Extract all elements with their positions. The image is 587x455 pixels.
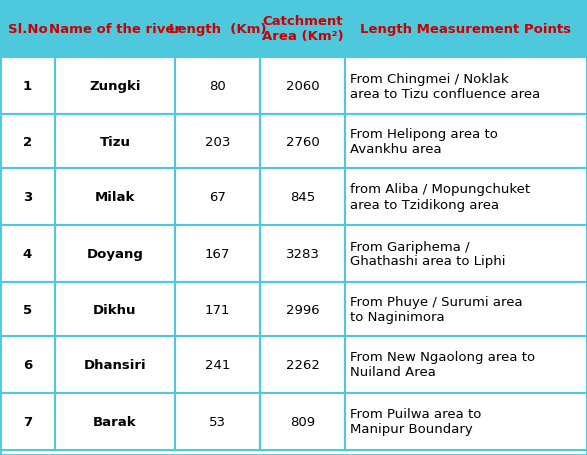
Text: 167: 167 — [205, 248, 230, 260]
Bar — [345, 58, 587, 115]
Text: Dikhu: Dikhu — [93, 303, 137, 316]
Text: 3283: 3283 — [285, 248, 319, 260]
Text: Dhansiri: Dhansiri — [84, 358, 146, 371]
Bar — [345, 336, 587, 393]
Text: 67: 67 — [209, 191, 226, 203]
Text: From Puilwa area to
Manipur Boundary: From Puilwa area to Manipur Boundary — [350, 408, 481, 435]
Text: Doyang: Doyang — [86, 248, 143, 260]
Text: From Helipong area to
Avankhu area: From Helipong area to Avankhu area — [350, 128, 498, 156]
Bar — [260, 226, 345, 283]
Bar — [175, 226, 260, 283]
Bar — [0, 115, 55, 169]
Bar — [55, 58, 175, 115]
Bar — [55, 169, 175, 226]
Text: from Aliba / Mopungchuket
area to Tzidikong area: from Aliba / Mopungchuket area to Tzidik… — [350, 183, 530, 211]
Bar — [0, 283, 55, 336]
Text: 7: 7 — [23, 415, 32, 428]
Text: Zungki: Zungki — [89, 80, 141, 93]
Bar — [55, 0, 175, 58]
Bar — [260, 336, 345, 393]
Text: 845: 845 — [290, 191, 315, 203]
Text: Tizu: Tizu — [100, 135, 130, 148]
Bar — [260, 169, 345, 226]
Bar — [55, 393, 175, 450]
Bar — [55, 226, 175, 283]
Text: From Phuye / Surumi area
to Naginimora: From Phuye / Surumi area to Naginimora — [350, 295, 522, 324]
Bar — [345, 0, 587, 58]
Bar — [0, 393, 55, 450]
Text: From Chingmei / Noklak
area to Tizu confluence area: From Chingmei / Noklak area to Tizu conf… — [350, 72, 540, 100]
Text: Name of the river: Name of the river — [49, 22, 181, 35]
Bar — [345, 283, 587, 336]
Text: 2996: 2996 — [286, 303, 319, 316]
Text: 80: 80 — [209, 80, 226, 93]
Bar — [345, 115, 587, 169]
Bar — [345, 393, 587, 450]
Text: 171: 171 — [205, 303, 230, 316]
Text: 4: 4 — [23, 248, 32, 260]
Text: Barak: Barak — [93, 415, 137, 428]
Bar — [55, 336, 175, 393]
Text: From New Ngaolong area to
Nuiland Area: From New Ngaolong area to Nuiland Area — [350, 351, 535, 379]
Text: 2: 2 — [23, 135, 32, 148]
Bar — [55, 115, 175, 169]
Text: 809: 809 — [290, 415, 315, 428]
Bar — [175, 115, 260, 169]
Text: 53: 53 — [209, 415, 226, 428]
Bar — [345, 169, 587, 226]
Bar — [260, 283, 345, 336]
Bar — [260, 0, 345, 58]
Text: Milak: Milak — [95, 191, 135, 203]
Bar — [0, 226, 55, 283]
Text: Length Measurement Points: Length Measurement Points — [360, 22, 572, 35]
Bar — [260, 393, 345, 450]
Text: 203: 203 — [205, 135, 230, 148]
Text: 1: 1 — [23, 80, 32, 93]
Bar — [0, 169, 55, 226]
Bar — [175, 0, 260, 58]
Text: 2262: 2262 — [285, 358, 319, 371]
Text: 5: 5 — [23, 303, 32, 316]
Bar — [175, 283, 260, 336]
Text: 2060: 2060 — [286, 80, 319, 93]
Bar — [260, 58, 345, 115]
Bar — [175, 393, 260, 450]
Bar — [260, 115, 345, 169]
Text: Sl.No: Sl.No — [8, 22, 48, 35]
Bar — [175, 169, 260, 226]
Bar — [0, 0, 55, 58]
Text: 6: 6 — [23, 358, 32, 371]
Bar — [345, 226, 587, 283]
Bar — [0, 58, 55, 115]
Text: 3: 3 — [23, 191, 32, 203]
Bar — [175, 336, 260, 393]
Bar — [175, 58, 260, 115]
Bar — [0, 336, 55, 393]
Text: Catchment
Area (Km²): Catchment Area (Km²) — [262, 15, 343, 43]
Text: 2760: 2760 — [286, 135, 319, 148]
Text: From Gariphema /
Ghathashi area to Liphi: From Gariphema / Ghathashi area to Liphi — [350, 240, 505, 268]
Text: Length  (Km): Length (Km) — [168, 22, 266, 35]
Bar — [55, 283, 175, 336]
Text: 241: 241 — [205, 358, 230, 371]
